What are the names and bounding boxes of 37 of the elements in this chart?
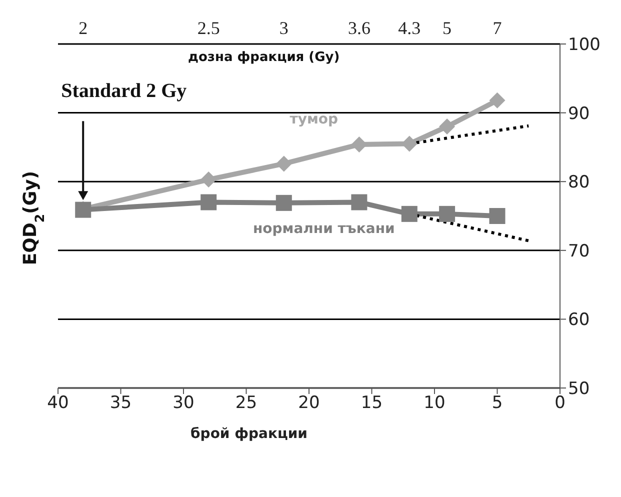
text: 5: [442, 18, 452, 38]
x-tick-label: 5: [492, 393, 503, 414]
y-tick-label: 80: [568, 172, 590, 193]
point: [276, 194, 292, 211]
y-tick-label: 90: [568, 104, 590, 124]
y-tick-label: 50: [568, 379, 590, 400]
point: [489, 92, 506, 108]
x-tick-label: 0: [554, 393, 566, 414]
point: [439, 206, 456, 222]
point: [276, 156, 292, 172]
x-tick-label: 25: [235, 393, 258, 414]
y-tick-label: 100: [568, 35, 600, 56]
point: [439, 118, 456, 135]
point: [351, 194, 368, 210]
point: [200, 194, 217, 210]
point: [489, 208, 506, 224]
x-tick-label: 35: [110, 393, 132, 414]
text: 3.6: [348, 18, 370, 38]
series-label: тумор: [290, 112, 338, 128]
annotation: Standard 2 Gy: [61, 80, 187, 102]
annotation: дозна фракция (Gy): [188, 50, 340, 65]
text: 3: [279, 18, 288, 38]
text: 2: [78, 18, 88, 38]
x-tick-label: 40: [47, 393, 69, 414]
text: 2.5: [197, 18, 220, 38]
x-tick-label: 10: [424, 393, 446, 414]
series-label: нормални тъкани: [252, 220, 395, 237]
y-tick-label: 60: [568, 310, 590, 330]
text: 7: [492, 18, 502, 38]
x-tick-label: 30: [172, 393, 194, 414]
point: [200, 172, 217, 188]
x-tick-label: 20: [298, 393, 320, 414]
text: 4.3: [398, 18, 421, 38]
x-tick-label: 15: [360, 393, 383, 414]
y-tick-label: 70: [568, 241, 590, 262]
x-axis-title: брой фракции: [190, 426, 308, 442]
point: [401, 206, 418, 222]
